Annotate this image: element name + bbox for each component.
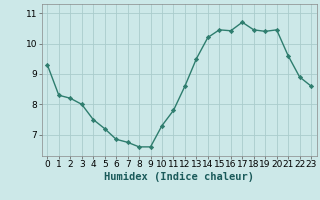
X-axis label: Humidex (Indice chaleur): Humidex (Indice chaleur) — [104, 172, 254, 182]
